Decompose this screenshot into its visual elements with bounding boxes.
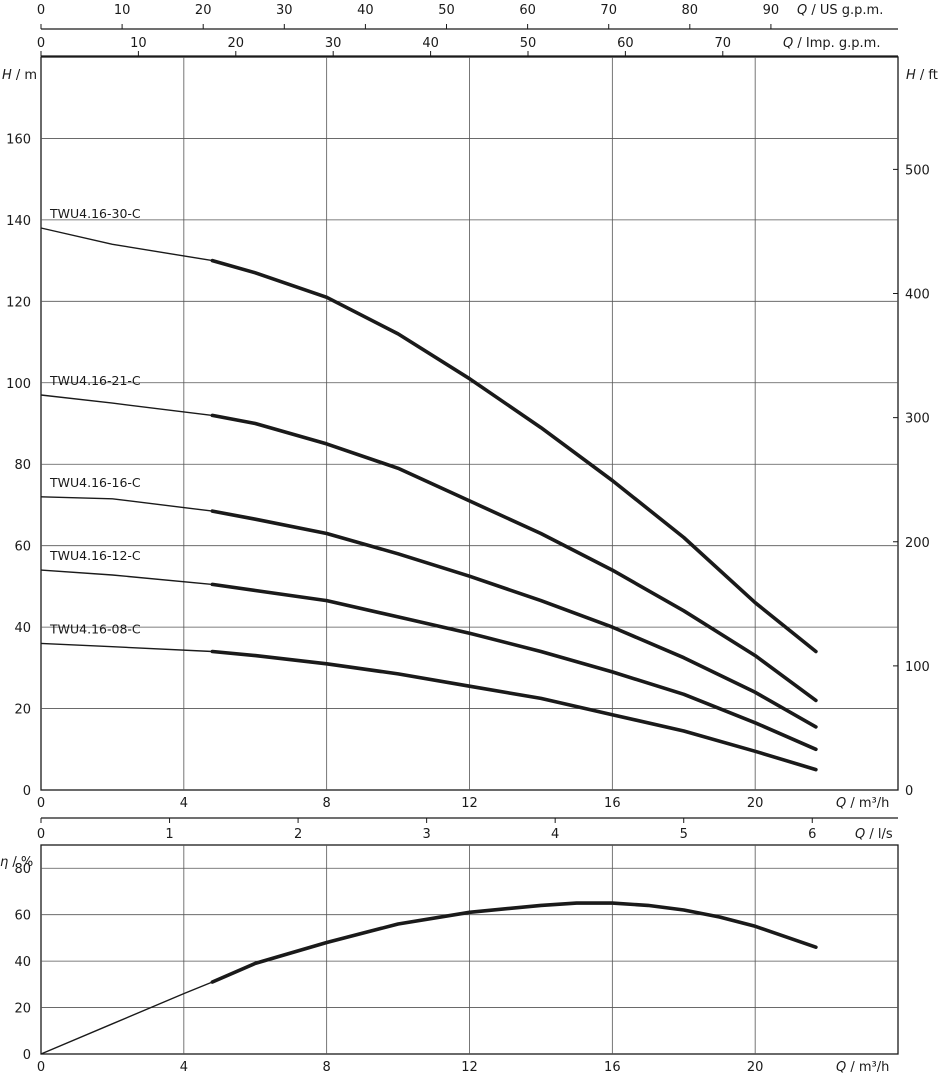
us-gpm-tick-label: 70 xyxy=(600,3,617,18)
head-x-tick-label: 8 xyxy=(323,796,331,811)
eff-y-tick-label: 60 xyxy=(14,909,31,924)
head-curve-1-thin xyxy=(40,394,213,417)
us-gpm-tick-label: 90 xyxy=(763,3,780,18)
us-gpm-tick-label: 10 xyxy=(114,3,131,18)
efficiency-curve-thin xyxy=(40,981,213,1055)
head-curve-4-thick xyxy=(210,649,818,772)
eff-x-tick-label: 20 xyxy=(747,1060,764,1075)
head-y2-tick-label: 0 xyxy=(905,784,913,799)
head-x-tick-label: 16 xyxy=(604,796,621,811)
head-y-axis-label: H / m xyxy=(2,68,37,83)
us-gpm-tick-label: 80 xyxy=(682,3,699,18)
head-curve-2-thick xyxy=(210,509,818,729)
head-y2-tick-label: 200 xyxy=(905,536,930,551)
ls-axis-label: Q / l/s xyxy=(855,827,893,842)
head-y2-tick-label: 500 xyxy=(905,163,930,178)
eff-y-tick-label: 40 xyxy=(14,955,31,970)
head-y-tick-label: 40 xyxy=(14,621,31,636)
us-gpm-tick-label: 60 xyxy=(519,3,536,18)
series-label: TWU4.16-21-C xyxy=(49,373,141,388)
imp-gpm-tick-label: 60 xyxy=(617,36,634,51)
eff-x-tick-label: 8 xyxy=(323,1060,331,1075)
efficiency-curve-thick xyxy=(210,901,818,984)
head-y-tick-label: 20 xyxy=(14,703,31,718)
ls-tick-label: 4 xyxy=(551,827,559,842)
ls-tick-label: 1 xyxy=(165,827,173,842)
imp-gpm-tick-label: 50 xyxy=(520,36,537,51)
head-y-tick-label: 80 xyxy=(14,458,31,473)
eff-y-tick-label: 0 xyxy=(23,1048,31,1063)
imp-gpm-tick-label: 10 xyxy=(130,36,147,51)
head-y2-tick-label: 400 xyxy=(905,288,930,303)
ls-tick-label: 3 xyxy=(422,827,430,842)
head-y-tick-label: 0 xyxy=(23,784,31,799)
series-label: TWU4.16-08-C xyxy=(49,621,141,636)
eff-y-axis-label: η / % xyxy=(0,855,33,870)
imp-gpm-tick-label: 70 xyxy=(715,36,732,51)
head-curve-3-thick xyxy=(210,582,818,752)
ls-tick-label: 2 xyxy=(294,827,302,842)
head-x-tick-label: 20 xyxy=(747,796,764,811)
us-gpm-tick-label: 0 xyxy=(37,3,45,18)
head-curve-1-thick xyxy=(210,413,818,703)
eff-y-tick-label: 20 xyxy=(14,1002,31,1017)
series-label: TWU4.16-30-C xyxy=(49,206,141,221)
eff-x-tick-label: 4 xyxy=(180,1060,188,1075)
ls-tick-label: 0 xyxy=(37,827,45,842)
head-y2-axis-label: H / ft xyxy=(906,68,938,83)
head-y-tick-label: 160 xyxy=(6,132,31,147)
us-gpm-tick-label: 30 xyxy=(276,3,293,18)
head-x-tick-label: 12 xyxy=(461,796,478,811)
us-gpm-tick-label: 50 xyxy=(438,3,455,18)
head-curve-4-thin xyxy=(40,642,213,653)
imp-gpm-tick-label: 30 xyxy=(325,36,342,51)
us-gpm-tick-label: 20 xyxy=(195,3,212,18)
imp-gpm-tick-label: 0 xyxy=(37,36,45,51)
head-y2-tick-label: 300 xyxy=(905,412,930,427)
head-x-tick-label: 4 xyxy=(180,796,188,811)
ls-tick-label: 5 xyxy=(680,827,688,842)
us-gpm-tick-label: 40 xyxy=(357,3,374,18)
head-y-tick-label: 120 xyxy=(6,295,31,310)
series-label: TWU4.16-16-C xyxy=(49,475,141,490)
head-curve-0-thick xyxy=(210,258,818,654)
head-x-tick-label: 0 xyxy=(37,796,45,811)
imp-gpm-tick-label: 20 xyxy=(228,36,245,51)
head-x-axis-label: Q / m³/h xyxy=(836,796,889,811)
eff-x-tick-label: 16 xyxy=(604,1060,621,1075)
head-y-tick-label: 140 xyxy=(6,214,31,229)
head-y-tick-label: 60 xyxy=(14,540,31,555)
eff-x-tick-label: 12 xyxy=(461,1060,478,1075)
eff-x-axis-label: Q / m³/h xyxy=(836,1060,889,1075)
us-gpm-axis-label: Q / US g.p.m. xyxy=(797,3,883,18)
eff-x-tick-label: 0 xyxy=(37,1060,45,1075)
head-curve-3-thin xyxy=(40,569,213,586)
eff-y-tick-label: 80 xyxy=(14,862,31,877)
ls-tick-label: 6 xyxy=(808,827,816,842)
head-y-tick-label: 100 xyxy=(6,377,31,392)
series-label: TWU4.16-12-C xyxy=(49,548,141,563)
head-y2-tick-label: 100 xyxy=(905,660,930,675)
head-curve-0-thin xyxy=(40,227,213,262)
imp-gpm-tick-label: 40 xyxy=(422,36,439,51)
head-curve-2-thin xyxy=(40,496,213,512)
imp-gpm-axis-label: Q / Imp. g.p.m. xyxy=(783,36,880,51)
